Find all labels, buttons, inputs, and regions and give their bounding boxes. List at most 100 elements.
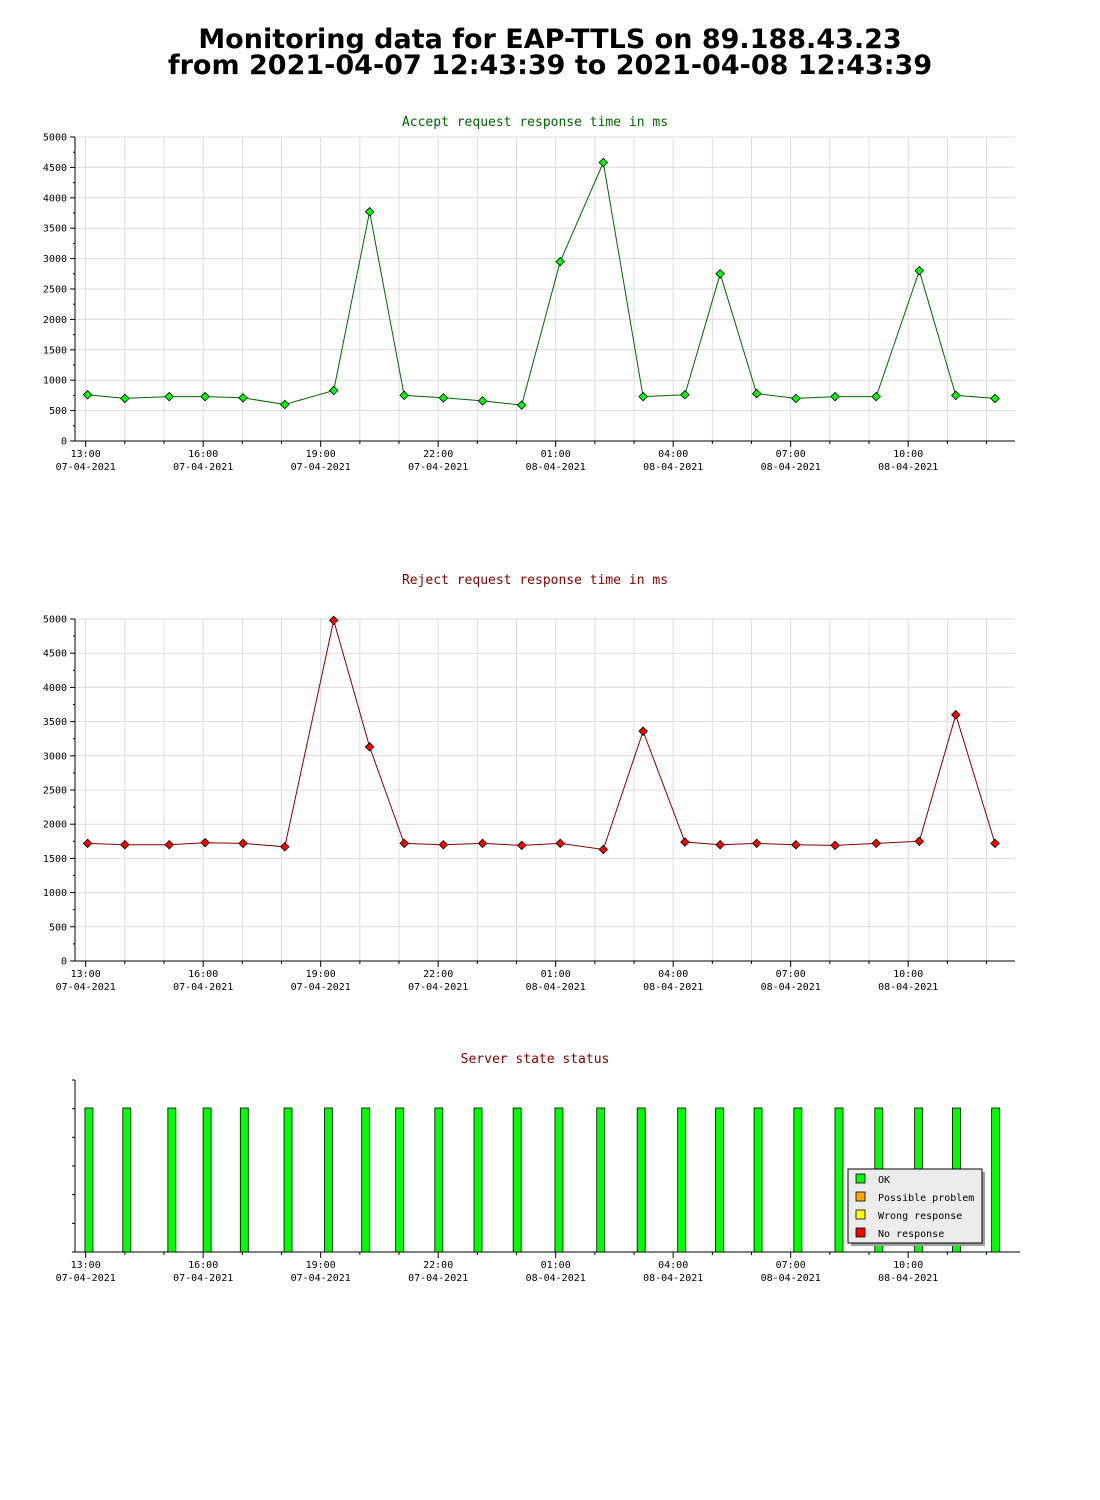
x-tick-label-time: 07:00 [776,1260,806,1271]
x-tick-label-time: 10:00 [893,1260,923,1271]
x-tick-label-time: 10:00 [893,969,923,980]
legend-label: OK [878,1175,890,1186]
x-tick-label-time: 22:00 [423,449,453,460]
x-tick-label-date: 07-04-2021 [291,462,351,473]
x-tick-label-time: 16:00 [188,969,218,980]
page-title-line-1: Monitoring data for EAP-TTLS on 89.188.4… [198,24,902,55]
data-point [951,390,961,401]
x-tick-label-time: 04:00 [658,1260,688,1271]
data-point [328,385,339,396]
status-bar [753,1107,763,1253]
data-point [990,838,1000,849]
data-point [328,615,339,626]
x-tick-label-time: 01:00 [541,969,571,980]
status-bar [434,1107,444,1253]
y-tick-label: 3000 [43,254,67,265]
x-tick-label-date: 08-04-2021 [526,1273,586,1284]
status-bar [202,1107,212,1253]
status-bar [677,1107,687,1253]
y-tick-label: 1500 [43,854,67,865]
x-tick-label-date: 08-04-2021 [643,1273,703,1284]
status-bar [793,1107,803,1253]
y-tick-label: 4000 [43,683,67,694]
data-point [399,838,409,849]
data-point [555,256,566,267]
x-tick-label-time: 22:00 [423,969,453,980]
y-tick-label: 1000 [43,376,67,387]
data-point [82,390,93,400]
x-tick-label-date: 07-04-2021 [408,462,468,473]
data-point [598,157,609,168]
x-tick-label-date: 08-04-2021 [526,982,586,993]
x-tick-label-date: 08-04-2021 [878,1273,938,1284]
x-tick-label-date: 08-04-2021 [643,982,703,993]
status-bar [473,1107,483,1253]
x-tick-label-time: 16:00 [188,449,218,460]
y-tick-label: 5000 [43,133,67,144]
status-bar [554,1107,564,1253]
x-tick-label-date: 07-04-2021 [173,462,233,473]
status-bar [122,1107,132,1253]
data-point [791,393,801,404]
data-point [871,838,881,849]
x-tick-label-date: 07-04-2021 [173,1273,233,1284]
data-point [120,393,130,404]
x-tick-label-time: 13:00 [71,449,101,460]
x-tick-label-date: 07-04-2021 [56,982,116,993]
legend-box [847,1168,983,1244]
data-point [680,390,690,400]
y-tick-label: 4000 [43,193,67,204]
data-point [715,839,725,850]
y-tick-label: 0 [61,957,67,968]
data-point [680,837,690,847]
data-point [516,400,527,410]
page-title-line-2: from 2021-04-07 12:43:39 to 2021-04-08 1… [167,50,933,81]
status-bar [283,1107,293,1253]
data-point [830,391,840,402]
data-point [516,840,527,851]
legend-label: Possible problem [878,1193,974,1204]
x-tick-label-date: 08-04-2021 [761,1273,821,1284]
data-point [120,839,130,850]
x-tick-label-date: 08-04-2021 [878,982,938,993]
y-tick-label: 500 [49,406,67,417]
x-tick-label-time: 10:00 [893,449,923,460]
chart-title: Accept request response time in ms [402,115,668,130]
status-bar [167,1107,177,1253]
x-tick-label-time: 04:00 [658,449,688,460]
status-bar [834,1107,844,1253]
x-tick-label-date: 07-04-2021 [291,982,351,993]
data-point [914,265,925,276]
x-tick-label-date: 07-04-2021 [173,982,233,993]
data-point [751,388,762,399]
x-tick-label-date: 07-04-2021 [408,1273,468,1284]
x-tick-label-time: 04:00 [658,969,688,980]
data-point [200,837,210,848]
data-point [438,839,449,850]
x-tick-label-date: 07-04-2021 [56,462,116,473]
data-point [914,836,925,847]
data-point [238,838,248,849]
status-bar [512,1107,522,1253]
data-point [238,393,248,403]
data-point [399,390,409,401]
y-tick-label: 3000 [43,751,67,762]
data-point [830,840,840,851]
status-bar [715,1107,724,1253]
data-point [791,839,801,850]
data-point [164,839,174,850]
y-tick-label: 3500 [43,717,67,728]
data-point [555,838,566,849]
y-tick-label: 5000 [43,615,67,626]
x-tick-label-date: 07-04-2021 [291,1273,351,1284]
data-point [364,742,375,752]
x-tick-label-time: 07:00 [776,449,806,460]
status-bar [324,1107,333,1253]
accept-response-chart: Accept request response time in ms 0 500 10… [43,115,1015,473]
y-tick-label: 4500 [43,163,67,174]
series-line [87,620,996,851]
data-point [477,838,488,849]
status-bar [596,1107,606,1253]
data-point [280,399,290,410]
status-bar [239,1107,249,1253]
